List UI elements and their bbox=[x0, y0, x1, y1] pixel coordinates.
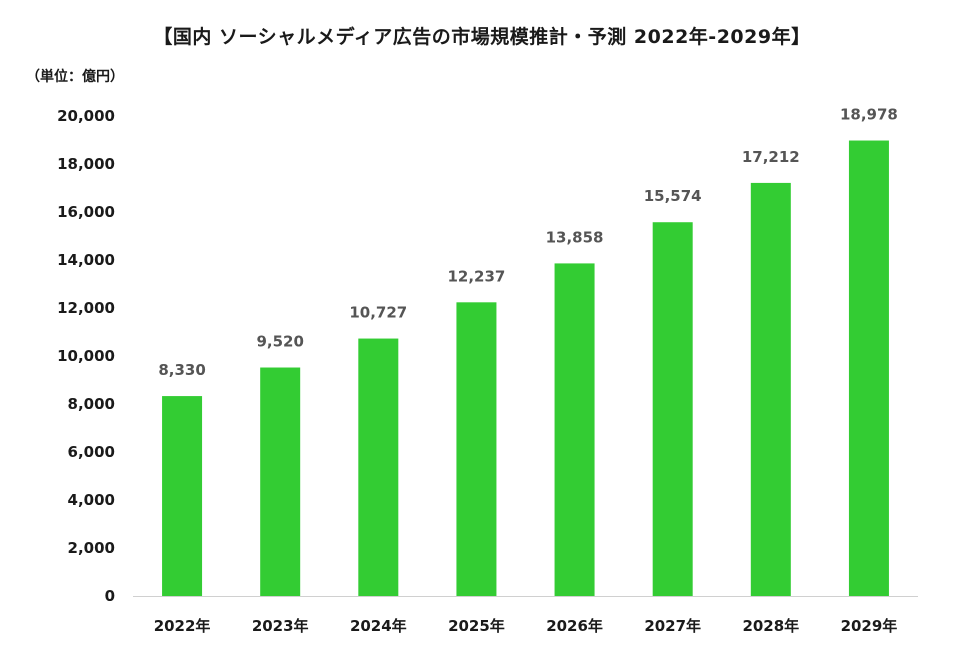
data-labels: 8,330 9,520 10,727 12,237 13,858 15,574 17,212… bbox=[158, 106, 898, 380]
bar bbox=[358, 338, 399, 596]
y-tick-label: 8,000 bbox=[68, 395, 115, 413]
x-tick-label: 2027年 bbox=[644, 617, 701, 635]
data-label: 10,727 bbox=[349, 304, 407, 322]
bar bbox=[848, 140, 889, 596]
y-tick-label: 4,000 bbox=[68, 491, 115, 509]
x-tick-label: 2024年 bbox=[350, 617, 407, 635]
data-label: 17,212 bbox=[742, 148, 800, 166]
bar bbox=[260, 367, 301, 596]
data-label: 18,978 bbox=[840, 106, 898, 124]
x-tick-label: 2025年 bbox=[448, 617, 505, 635]
y-tick-label: 0 bbox=[105, 587, 115, 605]
data-label: 12,237 bbox=[447, 267, 505, 285]
y-tick-label: 10,000 bbox=[57, 347, 115, 365]
x-tick-label: 2023年 bbox=[252, 617, 309, 635]
unit-label: （単位：億円） bbox=[26, 69, 124, 85]
bar bbox=[554, 263, 595, 596]
x-tick-label: 2026年 bbox=[546, 617, 603, 635]
x-axis-ticks: 2022年 2023年 2024年 2025年 2026年 2027年 2028年 2029年 bbox=[154, 617, 898, 635]
y-tick-label: 20,000 bbox=[57, 107, 115, 125]
bar bbox=[652, 222, 693, 596]
y-tick-label: 6,000 bbox=[68, 443, 115, 461]
chart-title: 【国内 ソーシャルメディア広告の市場規模推計・予測 2022年-2029年】 bbox=[153, 26, 811, 48]
data-label: 13,858 bbox=[546, 228, 604, 246]
y-tick-label: 2,000 bbox=[68, 539, 115, 557]
bar bbox=[162, 396, 203, 596]
bars bbox=[162, 140, 889, 597]
x-tick-label: 2028年 bbox=[742, 617, 799, 635]
data-label: 9,520 bbox=[256, 333, 303, 351]
y-tick-label: 12,000 bbox=[57, 299, 115, 317]
x-tick-label: 2022年 bbox=[154, 617, 211, 635]
data-label: 15,574 bbox=[644, 187, 702, 205]
x-tick-label: 2029年 bbox=[841, 617, 898, 635]
y-tick-label: 16,000 bbox=[57, 203, 115, 221]
data-label: 8,330 bbox=[158, 361, 205, 379]
y-axis-ticks: 0 2,000 4,000 6,000 8,000 10,000 12,000 14,000 1… bbox=[57, 107, 115, 605]
y-tick-label: 18,000 bbox=[57, 155, 115, 173]
bar bbox=[456, 302, 497, 596]
y-tick-label: 14,000 bbox=[57, 251, 115, 269]
bar bbox=[750, 182, 791, 597]
